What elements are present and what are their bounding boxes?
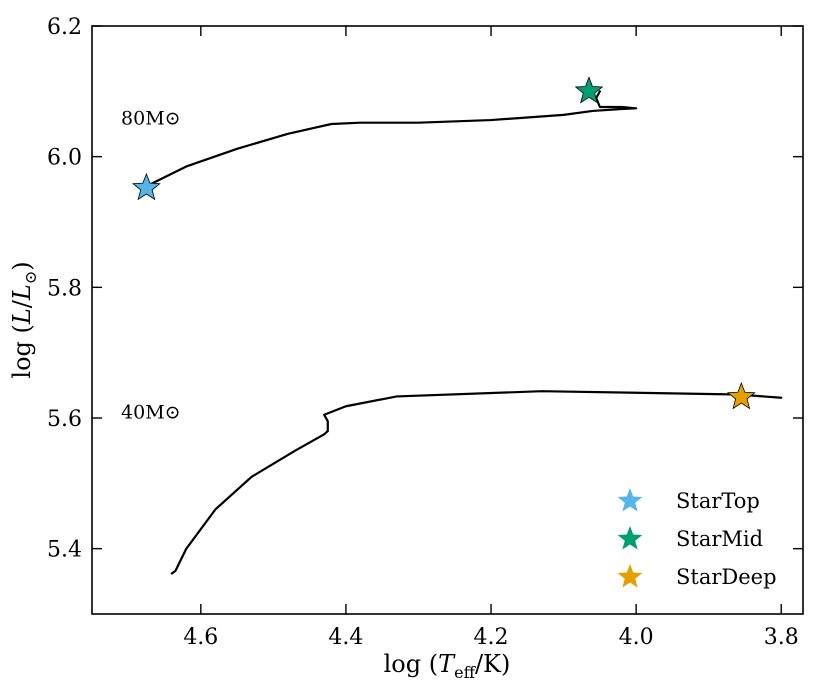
x-tick-label: 4.4	[328, 625, 363, 650]
track-annotation: 40M⊙	[121, 401, 181, 423]
star-marker-startop	[132, 172, 161, 201]
x-axis-label: log (Teff/K)	[384, 650, 511, 682]
x-tick-label: 4.2	[474, 625, 509, 650]
x-tick-label: 4.0	[619, 625, 654, 650]
y-tick-label: 6.0	[47, 146, 82, 171]
plot-area-frame	[91, 25, 804, 615]
series-line-80msun	[141, 90, 638, 190]
y-ticks: 5.4 5.6 5.8 6.0 6.2	[47, 15, 803, 563]
star-marker-stardeep	[726, 381, 756, 410]
annotation-layer: 80M⊙ 40M⊙	[121, 107, 181, 423]
series-line-40msun	[170, 390, 783, 575]
y-tick-label: 5.8	[47, 276, 82, 301]
y-tick-label: 5.4	[47, 538, 82, 563]
y-tick-label: 5.6	[47, 407, 82, 432]
star-marker-starmid	[574, 76, 604, 104]
x-tick-label: 4.6	[183, 625, 218, 650]
legend-label: StarDeep	[676, 565, 777, 589]
track-annotation: 80M⊙	[121, 107, 181, 129]
x-tick-label: 3.8	[764, 625, 799, 650]
y-axis-label: log (L/L⊙)	[8, 261, 40, 378]
legend-star-icon	[617, 526, 643, 550]
legend-star-icon	[617, 488, 643, 512]
series-layer	[141, 90, 783, 575]
legend-label: StarTop	[676, 489, 760, 513]
legend-label: StarMid	[676, 527, 763, 551]
x-ticks: 4.6 4.4 4.2 4.0 3.8	[183, 26, 799, 650]
marker-layer	[132, 76, 756, 410]
legend: StarTop StarMid StarDeep	[617, 488, 777, 589]
y-tick-label: 6.2	[47, 15, 82, 40]
legend-star-icon	[617, 564, 643, 588]
